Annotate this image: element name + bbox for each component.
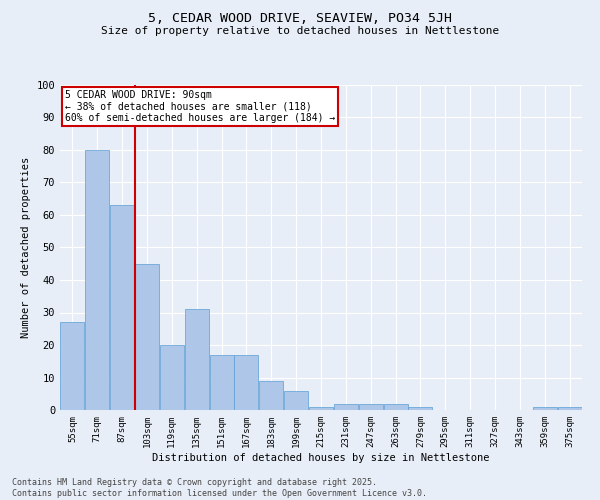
Text: Size of property relative to detached houses in Nettlestone: Size of property relative to detached ho…	[101, 26, 499, 36]
Bar	[160, 345, 184, 410]
Bar	[85, 150, 109, 410]
Bar	[309, 407, 333, 410]
Bar	[284, 390, 308, 410]
Bar	[209, 355, 233, 410]
Bar	[557, 407, 581, 410]
Text: Contains HM Land Registry data © Crown copyright and database right 2025.
Contai: Contains HM Land Registry data © Crown c…	[12, 478, 427, 498]
Bar	[110, 205, 134, 410]
Bar	[135, 264, 159, 410]
X-axis label: Distribution of detached houses by size in Nettlestone: Distribution of detached houses by size …	[152, 452, 490, 462]
Bar	[61, 322, 85, 410]
Text: 5, CEDAR WOOD DRIVE, SEAVIEW, PO34 5JH: 5, CEDAR WOOD DRIVE, SEAVIEW, PO34 5JH	[148, 12, 452, 26]
Bar	[185, 309, 209, 410]
Bar	[259, 381, 283, 410]
Bar	[334, 404, 358, 410]
Bar	[383, 404, 407, 410]
Bar	[409, 407, 433, 410]
Bar	[533, 407, 557, 410]
Bar	[359, 404, 383, 410]
Text: 5 CEDAR WOOD DRIVE: 90sqm
← 38% of detached houses are smaller (118)
60% of semi: 5 CEDAR WOOD DRIVE: 90sqm ← 38% of detac…	[65, 90, 335, 123]
Y-axis label: Number of detached properties: Number of detached properties	[21, 157, 31, 338]
Bar	[235, 355, 259, 410]
